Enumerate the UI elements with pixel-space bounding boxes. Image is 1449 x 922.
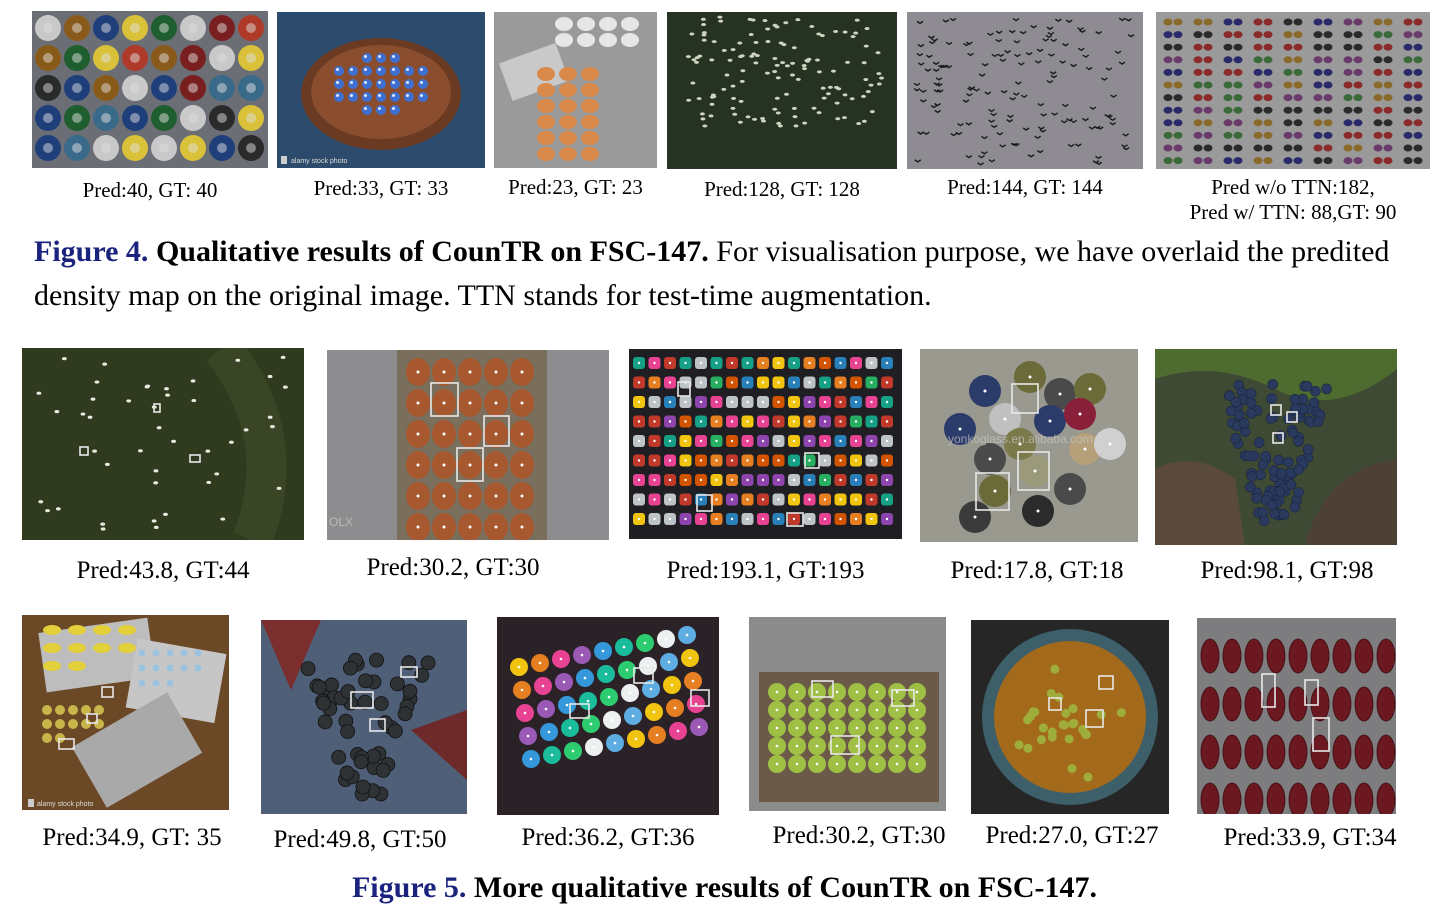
fig4-caption-1: Pred:40, GT: 40 — [82, 178, 218, 202]
colored-candles-image — [497, 617, 719, 815]
fig5-caption-4: Pred:17.8, GT:18 — [950, 557, 1124, 584]
fig5-caption-8: Pred:36.2, GT:36 — [521, 824, 695, 851]
watermark-olx: OLX — [329, 515, 353, 529]
eggs-tray-image: OLX — [327, 350, 609, 540]
fig5-caption-9: Pred:30.2, GT:30 — [772, 822, 946, 849]
figure5-label: Figure 5. — [351, 871, 467, 904]
fig4-caption-6: Pred w/o TTN:182, Pred w/ TTN: 88,GT: 90 — [1156, 175, 1430, 225]
fig4-caption-6-line1: Pred w/o TTN:182, — [1211, 175, 1375, 199]
fig5-caption-7: Pred:49.8, GT:50 — [273, 826, 447, 853]
dark-grapes-image — [261, 620, 467, 814]
watermark-alibaba: yonkoglass.en.alibaba.com — [948, 432, 1093, 446]
tins-image: yonkoglass.en.alibaba.com — [920, 349, 1138, 542]
fig4-caption-2: Pred:33, GT: 33 — [313, 176, 449, 200]
fig5-caption-10: Pred:27.0, GT:27 — [985, 822, 1159, 849]
pills-blister-image: alamy stock photo — [22, 615, 229, 810]
birds-sky-image — [907, 12, 1143, 169]
bottle-caps-image — [32, 11, 268, 168]
sheep-field-image — [667, 12, 897, 169]
figure4-title: Qualitative results of CounTR on FSC-147… — [155, 235, 709, 268]
eggs-carton-image — [494, 12, 657, 168]
fig5-caption-5: Pred:98.1, GT:98 — [1200, 557, 1374, 584]
figure4-label: Figure 4. — [34, 235, 149, 268]
fig4-caption-4: Pred:128, GT: 128 — [704, 177, 860, 201]
watermark-alamy-1: alamy stock photo — [291, 158, 348, 165]
sunglasses-grid-image — [1156, 12, 1430, 169]
solitaire-board-image: alamy stock photo — [277, 12, 485, 168]
figure5-caption: Figure 5. More qualitative results of Co… — [0, 866, 1449, 910]
bottle-caps-drawing — [32, 11, 268, 168]
soup-bowl-image — [971, 620, 1169, 814]
fig4-caption-3: Pred:23, GT: 23 — [508, 175, 643, 199]
grape-vine-image — [1155, 349, 1397, 545]
fig4-caption-6-line2: Pred w/ TTN: 88,GT: 90 — [1189, 200, 1397, 225]
candles-grid-image — [629, 349, 902, 539]
fig5-caption-11: Pred:33.9, GT:34 — [1223, 824, 1397, 851]
fig5-caption-6: Pred:34.9, GT: 35 — [42, 824, 222, 851]
figure4-text: For visualisation purpose, we have overl… — [34, 235, 1390, 312]
fig5-caption-2: Pred:30.2, GT:30 — [366, 554, 540, 581]
red-grapes-grid-image — [1197, 618, 1396, 814]
fig5-caption-3: Pred:193.1, GT:193 — [666, 557, 865, 584]
fig5-caption-1: Pred:43.8, GT:44 — [76, 557, 250, 584]
sheep-pasture-image — [22, 348, 304, 540]
figure5-title: More qualitative results of CounTR on FS… — [473, 871, 1097, 904]
watermark-alamy-2: alamy stock photo — [37, 801, 94, 808]
figure4-caption: Figure 4. Qualitative results of CounTR … — [34, 230, 1444, 318]
fig4-caption-5: Pred:144, GT: 144 — [947, 175, 1103, 199]
apples-box-image — [749, 617, 946, 811]
